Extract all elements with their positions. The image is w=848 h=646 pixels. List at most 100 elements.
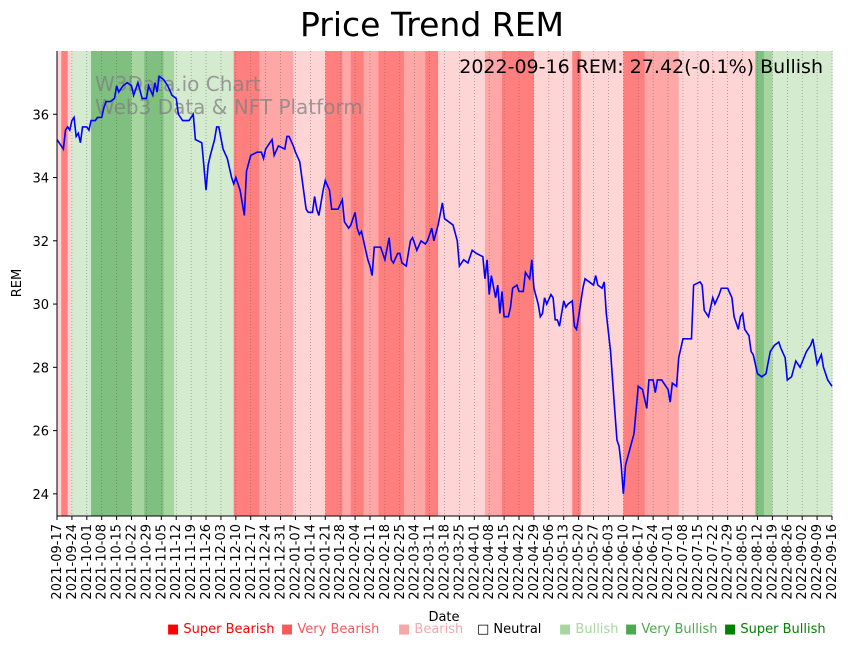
- legend-label: Very Bearish: [297, 622, 379, 637]
- y-tick-label: 28: [32, 361, 49, 376]
- watermark-line-2: Web3 Data & NFT Platform: [95, 95, 363, 119]
- sentiment-band-bearish: [438, 51, 486, 516]
- legend-label: Very Bullish: [641, 622, 717, 637]
- x-tick-label: 2022-06-17: [631, 524, 646, 600]
- y-axis-ticks: 24 26 28 30 32 34 36: [32, 108, 57, 503]
- x-tick-label: 2022-01-21: [318, 524, 333, 600]
- x-tick-label: 2021-12-03: [214, 524, 229, 600]
- x-tick-label: 2022-03-04: [408, 524, 423, 600]
- sentiment-band-super-bearish: [350, 51, 365, 516]
- legend-swatch-icon: ■: [559, 622, 575, 637]
- x-tick-label: 2021-12-17: [244, 524, 259, 600]
- x-tick-label: 2022-06-03: [601, 524, 616, 600]
- x-tick-label: 2021-11-12: [169, 524, 184, 600]
- sentiment-band-super-bearish: [572, 51, 582, 516]
- x-tick-label: 2021-10-15: [110, 524, 125, 600]
- x-tick-label: 2022-06-10: [616, 524, 631, 600]
- x-tick-label: 2022-01-28: [333, 524, 348, 600]
- sentiment-band-super-bullish: [91, 51, 133, 516]
- y-tick-label: 36: [32, 108, 49, 123]
- x-tick-label: 2022-01-07: [288, 524, 303, 600]
- sentiment-band-bearish: [67, 51, 73, 516]
- legend-label: Neutral: [493, 622, 541, 637]
- chart-title: Price Trend REM: [300, 5, 564, 44]
- legend-swatch-icon: □: [477, 622, 493, 637]
- sentiment-band-very-bullish: [763, 51, 773, 516]
- sentiment-band-bearish: [533, 51, 573, 516]
- legend-super-bullish: ■ Super Bullish: [724, 622, 826, 637]
- x-tick-label: 2022-05-13: [557, 524, 572, 600]
- price-series-line: [56, 74, 833, 494]
- x-tick-label: 2022-03-25: [452, 524, 467, 600]
- sentiment-band-super-bullish: [144, 51, 165, 516]
- x-tick-label: 2021-12-10: [229, 524, 244, 600]
- legend-swatch-icon: ■: [724, 622, 740, 637]
- x-tick-label: 2022-02-18: [378, 524, 393, 600]
- x-tick-label: 2022-08-26: [780, 524, 795, 600]
- x-tick-label: 2022-07-29: [721, 524, 736, 600]
- x-tick-label: 2022-04-01: [467, 524, 482, 600]
- x-tick-label: 2022-02-25: [393, 524, 408, 600]
- legend-bearish: ■ Bearish: [398, 622, 463, 637]
- sentiment-band-very-bearish: [342, 51, 352, 516]
- x-tick-label: 2022-04-22: [512, 524, 527, 600]
- sentiment-band-very-bearish: [644, 51, 680, 516]
- x-tick-label: 2022-03-11: [423, 524, 438, 600]
- x-tick-label: 2022-02-04: [348, 524, 363, 600]
- x-tick-label: 2022-07-01: [661, 524, 676, 600]
- y-tick-label: 24: [32, 488, 49, 503]
- x-tick-label: 2021-10-22: [125, 524, 140, 600]
- sentiment-band-super-bearish: [425, 51, 439, 516]
- y-tick-label: 30: [32, 298, 49, 313]
- sentiment-band-super-bearish: [501, 51, 535, 516]
- sentiment-band-very-bullish: [163, 51, 175, 516]
- legend-very-bearish: ■ Very Bearish: [281, 622, 379, 637]
- legend-bullish: ■ Bullish: [559, 622, 618, 637]
- x-tick-label: 2022-05-06: [542, 524, 557, 600]
- legend-swatch-icon: ■: [625, 622, 641, 637]
- x-tick-label: 2022-08-12: [750, 524, 765, 600]
- x-tick-label: 2022-05-27: [587, 524, 602, 600]
- x-tick-label: 2022-09-16: [825, 524, 840, 600]
- x-tick-label: 2022-04-08: [482, 524, 497, 600]
- sentiment-band-super-bearish: [378, 51, 405, 516]
- x-tick-label: 2021-09-24: [65, 524, 80, 600]
- legend-label: Bearish: [414, 622, 463, 637]
- x-tick-label: 2022-09-09: [810, 524, 825, 600]
- x-tick-label: 2022-05-20: [572, 524, 587, 600]
- x-tick-label: 2022-04-15: [497, 524, 512, 600]
- x-tick-label: 2022-08-19: [765, 524, 780, 600]
- sentiment-band-super-bearish: [233, 51, 260, 516]
- x-axis-ticks: 2021-09-17 2021-09-24 2021-10-01 2021-10-08…: [50, 516, 840, 600]
- legend-swatch-icon: ■: [398, 622, 414, 637]
- sentiment-band-very-bearish: [363, 51, 380, 516]
- legend-swatch-icon: ■: [281, 622, 297, 637]
- sentiment-band-super-bearish: [325, 51, 343, 516]
- sentiment-band-very-bullish: [131, 51, 145, 516]
- x-tick-label: 2021-11-19: [184, 524, 199, 600]
- legend-neutral: □ Neutral: [477, 622, 541, 637]
- legend-very-bullish: ■ Very Bullish: [625, 622, 717, 637]
- x-tick-label: 2022-07-22: [706, 524, 721, 600]
- sentiment-band-super-bullish: [755, 51, 765, 516]
- sentiment-legend: ■ Super Bearish ■ Very Bearish ■ Bearish □ …: [167, 622, 826, 637]
- x-tick-label: 2022-09-02: [795, 524, 810, 600]
- x-tick-label: 2021-10-08: [95, 524, 110, 600]
- x-tick-label: 2021-12-31: [274, 524, 289, 600]
- sentiment-bands: [57, 51, 833, 516]
- x-tick-label: 2021-11-26: [199, 524, 214, 600]
- x-tick-label: 2022-01-14: [303, 524, 318, 600]
- vertical-gridlines: [56, 51, 833, 516]
- legend-swatch-icon: ■: [167, 622, 183, 637]
- sentiment-band-bearish: [580, 51, 624, 516]
- legend-super-bearish: ■ Super Bearish: [167, 622, 275, 637]
- legend-label: Super Bullish: [740, 622, 825, 637]
- y-tick-label: 34: [32, 172, 49, 187]
- sentiment-band-very-bearish: [404, 51, 426, 516]
- y-tick-label: 32: [32, 235, 49, 250]
- sentiment-band-bullish: [174, 51, 235, 516]
- sentiment-band-very-bearish: [484, 51, 503, 516]
- x-tick-label: 2022-08-05: [736, 524, 751, 600]
- sentiment-band-bearish: [57, 51, 62, 516]
